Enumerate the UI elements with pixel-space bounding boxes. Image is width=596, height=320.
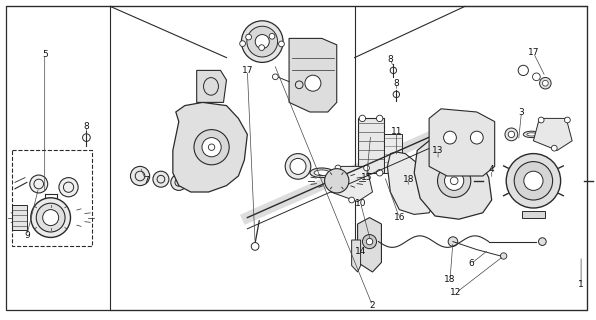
Text: 12: 12: [450, 288, 462, 297]
Circle shape: [443, 131, 457, 144]
Circle shape: [551, 145, 557, 151]
Circle shape: [43, 210, 58, 226]
Circle shape: [362, 235, 377, 249]
Circle shape: [564, 117, 570, 123]
Polygon shape: [387, 152, 435, 214]
Circle shape: [255, 35, 269, 49]
Text: 18: 18: [402, 175, 414, 184]
Text: 8: 8: [83, 122, 89, 131]
Circle shape: [377, 170, 383, 176]
Text: 8: 8: [393, 79, 399, 88]
Circle shape: [508, 131, 514, 138]
Circle shape: [296, 81, 303, 89]
Polygon shape: [522, 211, 545, 218]
Circle shape: [437, 164, 471, 197]
Text: 8: 8: [387, 55, 393, 64]
Text: 13: 13: [432, 146, 444, 155]
Circle shape: [240, 41, 246, 46]
Circle shape: [285, 154, 311, 179]
Polygon shape: [12, 205, 27, 230]
Circle shape: [30, 175, 48, 193]
Circle shape: [514, 162, 552, 200]
Polygon shape: [533, 118, 572, 150]
Circle shape: [405, 182, 411, 189]
Text: 18: 18: [444, 276, 456, 284]
Text: 11: 11: [390, 127, 402, 136]
Circle shape: [445, 171, 464, 190]
Circle shape: [247, 26, 278, 57]
Circle shape: [83, 134, 90, 141]
Circle shape: [501, 253, 507, 259]
Circle shape: [470, 131, 483, 144]
Circle shape: [359, 115, 365, 122]
Circle shape: [272, 74, 278, 80]
Text: 7: 7: [143, 176, 149, 185]
Polygon shape: [197, 70, 226, 102]
Circle shape: [533, 73, 540, 81]
Circle shape: [325, 169, 349, 193]
Text: 17: 17: [527, 48, 539, 57]
Circle shape: [269, 33, 275, 39]
Circle shape: [278, 41, 284, 47]
Ellipse shape: [527, 133, 536, 136]
Text: 17: 17: [241, 66, 253, 75]
Circle shape: [390, 67, 396, 74]
Circle shape: [377, 115, 383, 122]
Ellipse shape: [314, 170, 330, 176]
Polygon shape: [352, 240, 361, 272]
Circle shape: [171, 174, 187, 190]
Polygon shape: [331, 166, 372, 202]
Circle shape: [524, 171, 543, 190]
Circle shape: [202, 138, 221, 157]
Text: 15: 15: [361, 173, 372, 182]
Text: 10: 10: [355, 199, 367, 208]
Ellipse shape: [523, 131, 540, 138]
Circle shape: [506, 154, 561, 208]
Circle shape: [349, 197, 355, 203]
Circle shape: [393, 91, 399, 98]
Circle shape: [539, 77, 551, 89]
Polygon shape: [358, 118, 384, 173]
Text: 14: 14: [355, 247, 367, 256]
Ellipse shape: [310, 168, 334, 178]
Circle shape: [31, 198, 70, 237]
Circle shape: [131, 166, 150, 186]
Polygon shape: [173, 102, 247, 192]
Polygon shape: [358, 218, 381, 272]
Circle shape: [539, 238, 546, 245]
Circle shape: [448, 237, 458, 246]
Circle shape: [335, 165, 341, 171]
Circle shape: [59, 178, 78, 197]
Circle shape: [36, 203, 65, 232]
Polygon shape: [289, 38, 337, 112]
Circle shape: [359, 170, 365, 176]
Text: 3: 3: [519, 108, 524, 116]
Text: 1: 1: [578, 280, 584, 289]
Circle shape: [241, 21, 283, 62]
Circle shape: [194, 130, 229, 165]
Text: 16: 16: [393, 213, 405, 222]
Circle shape: [259, 45, 265, 51]
Circle shape: [542, 80, 548, 86]
Text: 9: 9: [24, 231, 30, 240]
Circle shape: [518, 65, 529, 76]
Polygon shape: [384, 134, 402, 173]
Circle shape: [364, 165, 370, 171]
Circle shape: [305, 75, 321, 91]
Circle shape: [290, 158, 306, 174]
Circle shape: [367, 238, 372, 245]
Text: 5: 5: [42, 50, 48, 59]
Circle shape: [252, 243, 259, 250]
Text: 4: 4: [489, 165, 495, 174]
Circle shape: [505, 128, 518, 141]
Polygon shape: [429, 109, 495, 176]
Circle shape: [538, 117, 544, 123]
Text: 6: 6: [468, 260, 474, 268]
Text: 2: 2: [370, 301, 375, 310]
Circle shape: [153, 171, 169, 187]
Polygon shape: [414, 138, 492, 219]
Circle shape: [246, 34, 252, 40]
